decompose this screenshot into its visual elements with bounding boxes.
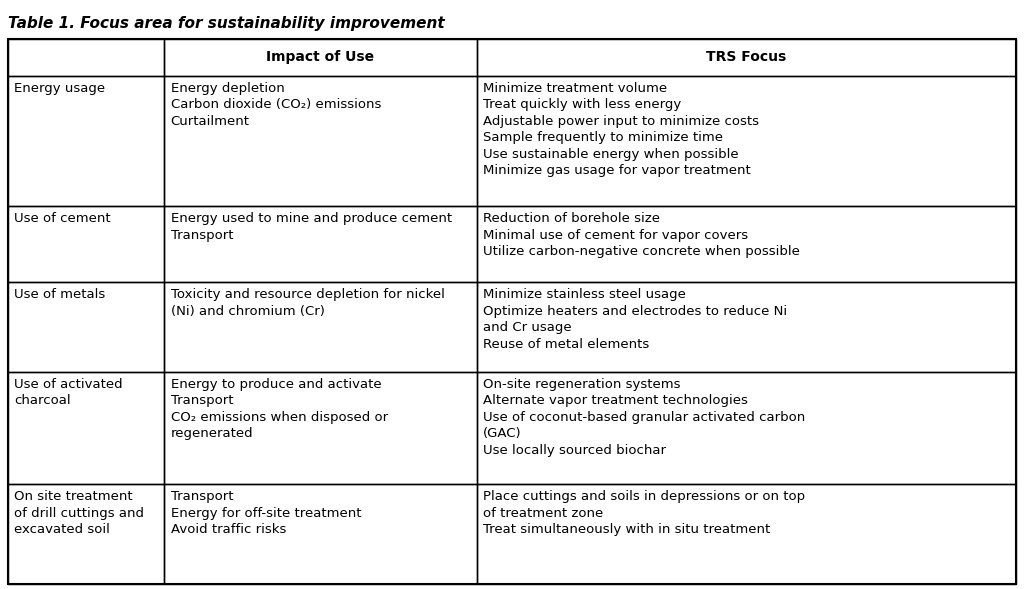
Bar <box>8 76 165 206</box>
Bar <box>165 39 477 76</box>
Bar <box>477 39 1016 76</box>
Text: TRS Focus: TRS Focus <box>707 51 786 64</box>
Bar <box>477 484 1016 584</box>
Bar <box>8 206 165 282</box>
Bar <box>165 484 477 584</box>
Text: Energy usage: Energy usage <box>14 82 105 95</box>
Text: Minimize stainless steel usage
Optimize heaters and electrodes to reduce Ni
and : Minimize stainless steel usage Optimize … <box>483 288 787 350</box>
Text: Use of metals: Use of metals <box>14 288 105 301</box>
Bar <box>8 484 165 584</box>
Text: On site treatment
of drill cuttings and
excavated soil: On site treatment of drill cuttings and … <box>14 490 144 536</box>
Text: Energy to produce and activate
Transport
CO₂ emissions when disposed or
regenera: Energy to produce and activate Transport… <box>171 378 388 441</box>
Bar <box>477 282 1016 372</box>
Text: Toxicity and resource depletion for nickel
(Ni) and chromium (Cr): Toxicity and resource depletion for nick… <box>171 288 444 317</box>
Text: Energy depletion
Carbon dioxide (CO₂) emissions
Curtailment: Energy depletion Carbon dioxide (CO₂) em… <box>171 82 381 128</box>
Text: Use of cement: Use of cement <box>14 212 111 225</box>
Bar <box>477 372 1016 484</box>
Bar <box>165 372 477 484</box>
Text: On-site regeneration systems
Alternate vapor treatment technologies
Use of cocon: On-site regeneration systems Alternate v… <box>483 378 805 457</box>
Bar <box>8 282 165 372</box>
Text: Reduction of borehole size
Minimal use of cement for vapor covers
Utilize carbon: Reduction of borehole size Minimal use o… <box>483 212 800 258</box>
Bar <box>165 76 477 206</box>
Bar <box>477 206 1016 282</box>
Text: Impact of Use: Impact of Use <box>266 51 375 64</box>
Text: Use of activated
charcoal: Use of activated charcoal <box>14 378 123 408</box>
Bar <box>477 76 1016 206</box>
Text: Minimize treatment volume
Treat quickly with less energy
Adjustable power input : Minimize treatment volume Treat quickly … <box>483 82 759 177</box>
Bar <box>8 372 165 484</box>
Text: Place cuttings and soils in depressions or on top
of treatment zone
Treat simult: Place cuttings and soils in depressions … <box>483 490 805 536</box>
Text: Table 1. Focus area for sustainability improvement: Table 1. Focus area for sustainability i… <box>8 16 444 31</box>
Bar <box>8 39 165 76</box>
Text: Transport
Energy for off-site treatment
Avoid traffic risks: Transport Energy for off-site treatment … <box>171 490 361 536</box>
Text: Energy used to mine and produce cement
Transport: Energy used to mine and produce cement T… <box>171 212 452 241</box>
Bar <box>165 282 477 372</box>
Bar <box>165 206 477 282</box>
